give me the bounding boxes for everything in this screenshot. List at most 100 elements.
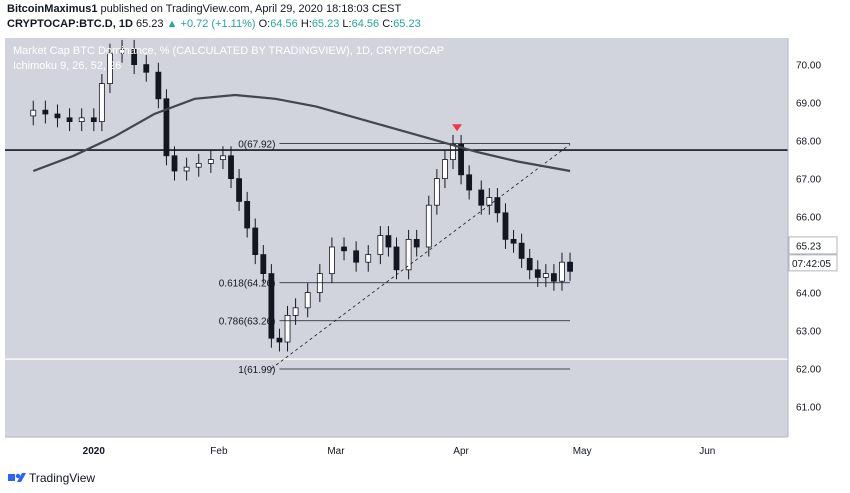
candle-body: [551, 273, 557, 282]
price-tick-label: 62.00: [796, 365, 821, 376]
candle-body: [510, 238, 517, 244]
candle-body: [171, 155, 178, 172]
candle-body: [466, 174, 473, 191]
chart-overlays: 0(67.92) 0.618(64.26) 0.786(63.26) 1(61.99): [5, 93, 788, 376]
change-up-icon: ▲: [166, 18, 178, 30]
candle-body: [276, 337, 283, 343]
trend-line: [271, 144, 571, 369]
candle-body: [284, 314, 291, 343]
time-tick-label: Jun: [699, 446, 715, 457]
candle-body: [518, 242, 525, 259]
candle-body: [260, 254, 267, 275]
price-change: +0.72 (+1.11%): [180, 18, 256, 30]
candle-body: [244, 200, 251, 229]
high-value: 65.23: [311, 18, 340, 30]
candle-body: [425, 204, 432, 248]
last-price-label: 65.23: [796, 241, 821, 252]
open-label: O:: [258, 18, 271, 30]
candle-body: [42, 109, 49, 115]
candle-body: [98, 83, 105, 122]
candle-body: [268, 273, 275, 339]
candle-body: [163, 98, 170, 157]
candle-body: [458, 144, 464, 176]
moving-average-line: [32, 93, 571, 173]
candle-body: [559, 261, 565, 282]
candle-body: [405, 238, 412, 271]
open-value: 64.56: [270, 18, 298, 30]
candlestick-series: [30, 39, 573, 352]
time-tick-label: May: [573, 446, 592, 457]
candle-body: [66, 117, 73, 123]
candle-body: [131, 48, 138, 65]
candle-body: [220, 155, 226, 161]
candle-body: [78, 117, 85, 123]
high-label: H:: [300, 18, 312, 30]
candle-body: [119, 48, 125, 54]
price-tick-label: 66.00: [796, 213, 821, 224]
candle-body: [30, 109, 37, 117]
candle-body: [183, 166, 190, 172]
indicator-legend: Ichimoku 9, 26, 52, 26: [13, 60, 121, 72]
countdown-label: 07:42:05: [792, 259, 831, 270]
candle-body: [143, 64, 150, 73]
candle-body: [54, 113, 61, 119]
candle-body: [567, 261, 573, 272]
chart-legend-title: Market Cap BTC Dominance, % (CALCULATED …: [13, 45, 444, 57]
time-axis[interactable]: 2020 Feb Mar Apr May Jun: [5, 436, 788, 457]
low-label: L:: [342, 18, 352, 30]
candle-body: [228, 155, 234, 180]
low-value: 64.56: [351, 18, 380, 30]
candle-body: [304, 292, 311, 309]
candle-body: [478, 189, 485, 206]
last-price-tag: [788, 236, 838, 255]
candle-body: [207, 159, 214, 164]
candle-body: [393, 246, 400, 271]
chart-header: BitcoinMaximus1 published on TradingView…: [0, 0, 850, 36]
close-value: 65.23: [393, 18, 421, 30]
author-name[interactable]: BitcoinMaximus1: [7, 3, 98, 15]
candle-body: [526, 257, 533, 271]
price-tick-label: 69.00: [796, 99, 821, 110]
candle-body: [195, 163, 202, 168]
candle-body: [442, 159, 448, 179]
price-tick-label: 63.00: [796, 327, 821, 338]
candle-body: [385, 235, 392, 248]
candle-body: [292, 307, 299, 316]
price-chart[interactable]: 0(67.92) 0.618(64.26) 0.786(63.26) 1(61.99)…: [0, 36, 850, 462]
candle-body: [542, 273, 549, 278]
last-price: 65.23: [135, 18, 164, 30]
close-label: C:: [382, 18, 394, 30]
countdown-tag: [788, 254, 838, 272]
candle-body: [502, 212, 509, 240]
candle-body: [236, 178, 242, 202]
price-tick-label: 67.00: [796, 175, 821, 186]
time-tick-label: 2020: [83, 446, 106, 457]
price-tick-label: 68.00: [796, 137, 821, 148]
time-tick-label: Feb: [210, 446, 228, 457]
price-tick-label: 70.00: [796, 61, 821, 72]
candle-body: [494, 197, 501, 214]
candle-body: [353, 250, 360, 263]
fib-level-label: 0.786(63.26): [219, 317, 276, 328]
fib-level-label: 1(61.99): [238, 365, 275, 376]
symbol-line: CRYPTOCAP:BTC.D, 1D 65.23 ▲ +0.72 (+1.11…: [7, 18, 421, 30]
sell-marker-icon: [452, 124, 463, 132]
price-tick-label: 61.00: [796, 403, 821, 414]
candle-body: [433, 178, 440, 206]
tradingview-logo-icon: [8, 473, 26, 482]
candle-body: [341, 246, 347, 252]
price-tick-label: 64.00: [796, 289, 821, 300]
symbol-name[interactable]: CRYPTOCAP:BTC.D, 1D: [7, 18, 133, 30]
price-axis[interactable]: 61.0062.0063.0064.0065.0066.0067.0068.00…: [787, 38, 838, 437]
published-text: published on TradingView.com, April 29, …: [100, 3, 402, 15]
candle-body: [486, 197, 493, 206]
candle-body: [329, 246, 335, 275]
candle-body: [534, 269, 541, 278]
candle-body: [90, 117, 97, 123]
fib-level-label: 0.618(64.26): [219, 279, 276, 290]
time-tick-label: Apr: [453, 446, 469, 457]
candle-body: [107, 52, 113, 85]
candle-body: [377, 235, 384, 256]
publish-line: BitcoinMaximus1 published on TradingView…: [7, 3, 401, 15]
footer-brand[interactable]: TradingView: [29, 471, 96, 485]
